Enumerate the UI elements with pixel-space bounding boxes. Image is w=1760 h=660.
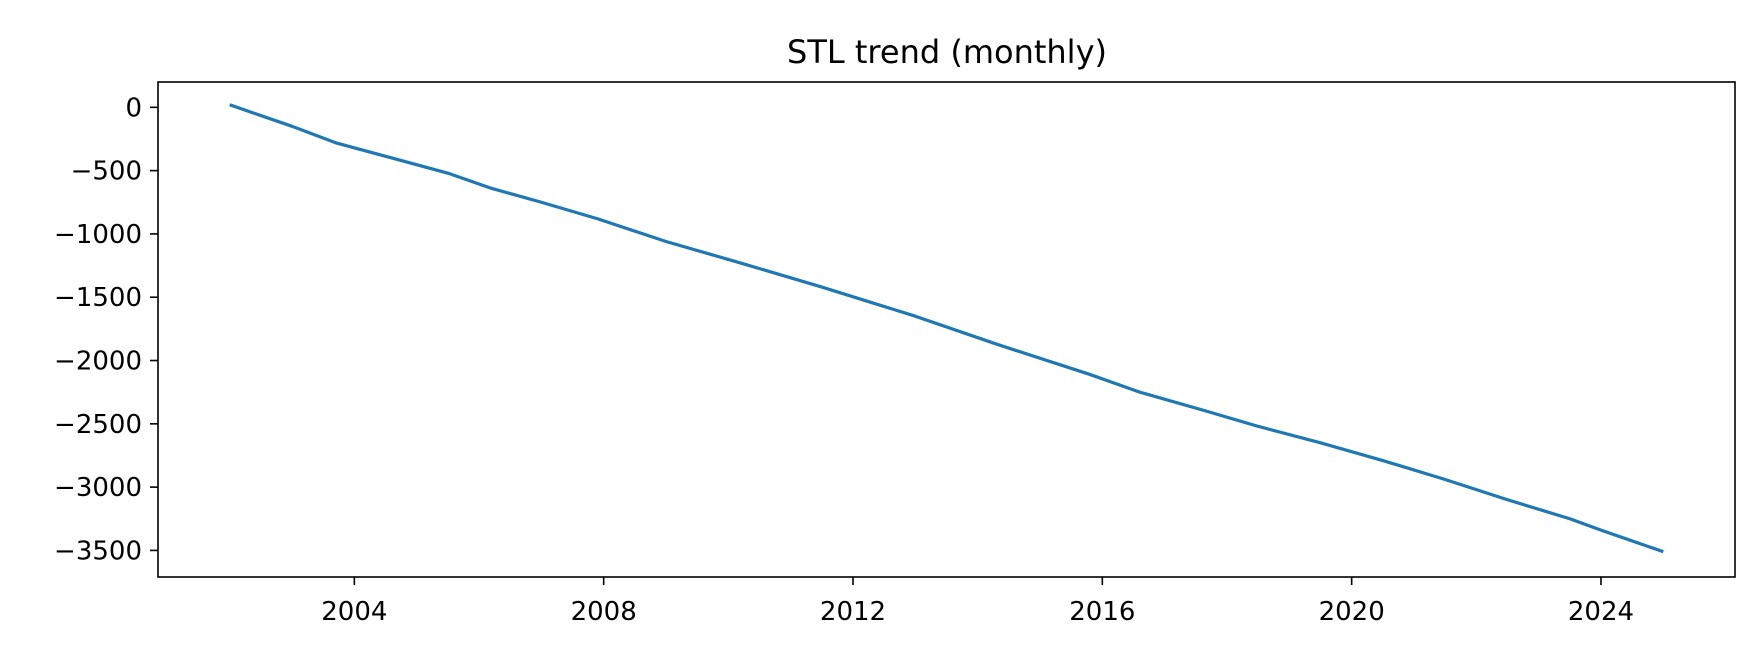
series-line-0 xyxy=(229,103,1664,554)
axes-frame xyxy=(157,81,1736,578)
y-tick-label: −1500 xyxy=(54,283,142,313)
y-tick-label: −3500 xyxy=(54,536,142,566)
y-tick-label: −2000 xyxy=(54,347,142,377)
plot-area xyxy=(229,103,1664,554)
x-tick-label: 2020 xyxy=(1319,597,1385,627)
x-tick-label: 2004 xyxy=(321,597,387,627)
y-tick-label: −500 xyxy=(71,157,142,187)
x-axis: 2004 2008 2012 2016 2020 2024 xyxy=(321,577,1634,627)
x-tick-label: 2016 xyxy=(1069,597,1135,627)
x-tick-label: 2012 xyxy=(820,597,886,627)
x-tick-label: 2008 xyxy=(571,597,637,627)
x-tick-label: 2024 xyxy=(1568,597,1634,627)
y-tick-label: 0 xyxy=(125,93,142,123)
y-tick-label: −1000 xyxy=(54,220,142,250)
y-axis: 0 −500 −1000 −1500 −2000 −2500 −3000 −3500 xyxy=(54,93,158,566)
chart-title: STL trend (monthly) xyxy=(787,33,1107,71)
y-tick-label: −2500 xyxy=(54,410,142,440)
y-tick-label: −3000 xyxy=(54,473,142,503)
